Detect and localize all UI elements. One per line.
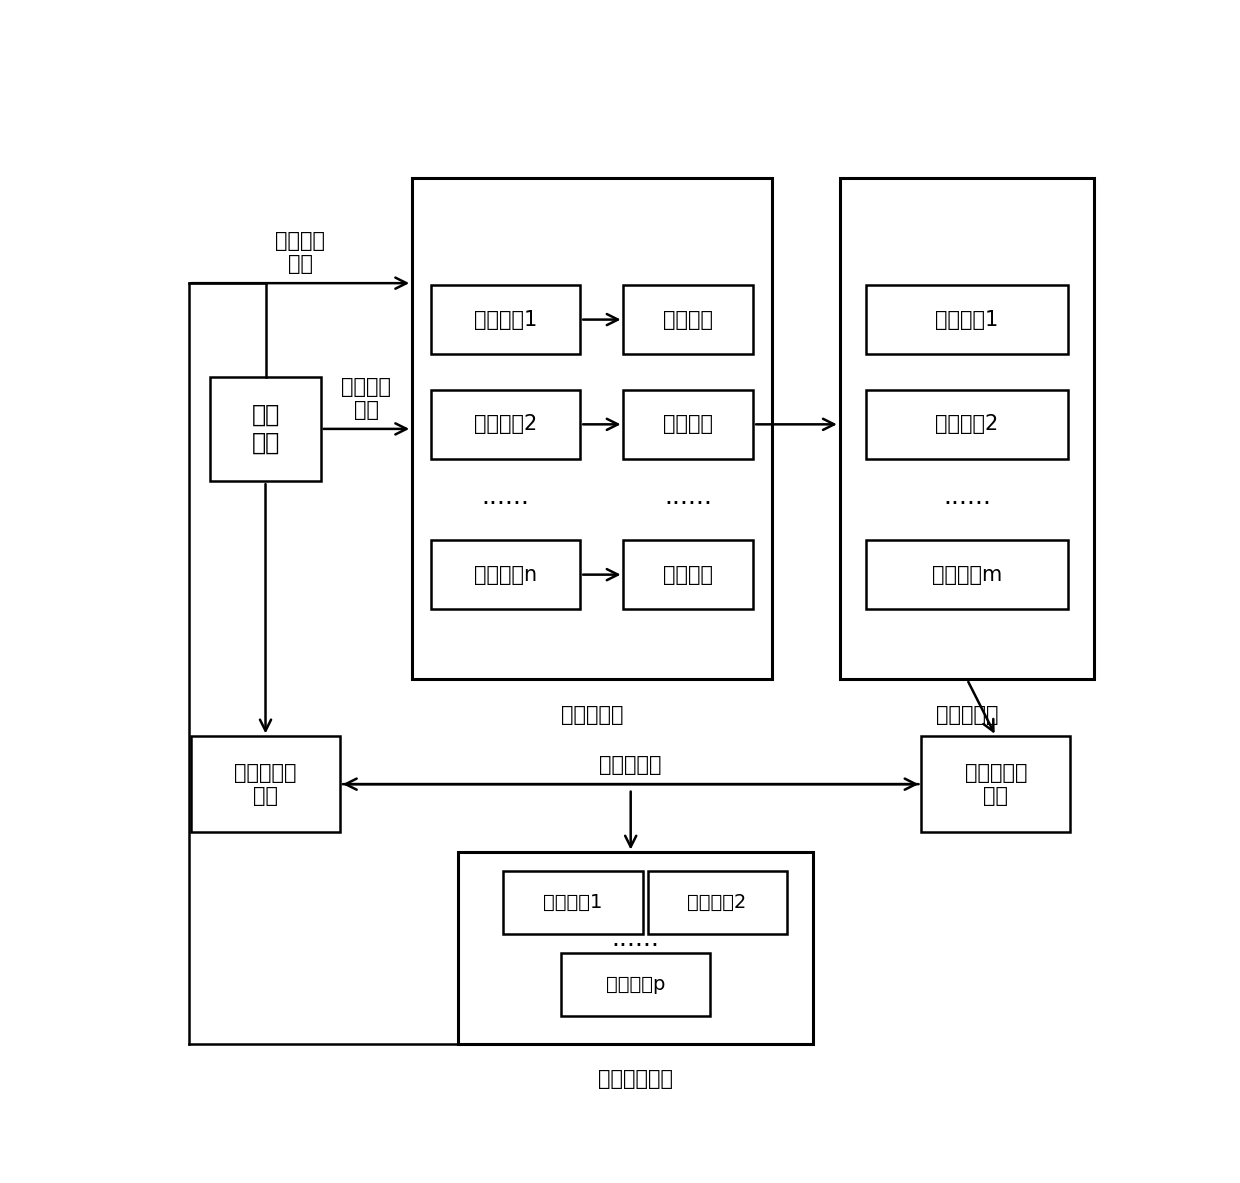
Text: 生成分子集: 生成分子集 bbox=[560, 705, 624, 725]
Bar bbox=[866, 390, 1068, 459]
Text: 形状变化
处理: 形状变化 处理 bbox=[341, 376, 392, 420]
Bar bbox=[503, 871, 642, 935]
Text: 种子
分子: 种子 分子 bbox=[252, 403, 280, 454]
Text: 生成分子1: 生成分子1 bbox=[543, 893, 603, 912]
Bar bbox=[624, 390, 753, 459]
Text: 生成分子2: 生成分子2 bbox=[935, 414, 998, 434]
Text: 活性信息: 活性信息 bbox=[663, 310, 713, 330]
Bar bbox=[191, 736, 340, 832]
Text: 生成分子集: 生成分子集 bbox=[936, 705, 998, 725]
Bar bbox=[458, 853, 813, 1043]
Bar bbox=[866, 285, 1068, 354]
Text: 生成分子1: 生成分子1 bbox=[935, 310, 998, 330]
Text: 新的种子分子: 新的种子分子 bbox=[598, 1069, 673, 1090]
Bar bbox=[560, 952, 711, 1016]
Text: ......: ...... bbox=[611, 927, 660, 951]
Bar bbox=[211, 376, 321, 481]
Text: ......: ...... bbox=[482, 485, 529, 509]
Bar bbox=[839, 179, 1095, 679]
Text: 相似度参数: 相似度参数 bbox=[599, 755, 662, 775]
Bar bbox=[432, 285, 580, 354]
Bar bbox=[624, 541, 753, 609]
Text: 生成分子m: 生成分子m bbox=[932, 564, 1002, 584]
Text: 生成分子2: 生成分子2 bbox=[474, 414, 537, 434]
Text: 第一药效团
特征: 第一药效团 特征 bbox=[965, 763, 1027, 806]
Bar bbox=[921, 736, 1070, 832]
Text: 生成分子p: 生成分子p bbox=[606, 975, 665, 994]
Text: 活性信息: 活性信息 bbox=[663, 564, 713, 584]
Bar bbox=[412, 179, 773, 679]
Bar bbox=[432, 541, 580, 609]
Text: 生成分子1: 生成分子1 bbox=[474, 310, 537, 330]
Text: ......: ...... bbox=[665, 485, 712, 509]
Bar bbox=[866, 541, 1068, 609]
Text: 形状变化
处理: 形状变化 处理 bbox=[275, 231, 325, 274]
Bar bbox=[624, 285, 753, 354]
Text: 第二药效团
特征: 第二药效团 特征 bbox=[234, 763, 296, 806]
Text: ......: ...... bbox=[944, 485, 991, 509]
Text: 活性信息: 活性信息 bbox=[663, 414, 713, 434]
Bar bbox=[432, 390, 580, 459]
Text: 生成分子2: 生成分子2 bbox=[687, 893, 746, 912]
Bar bbox=[647, 871, 787, 935]
Text: 生成分子n: 生成分子n bbox=[474, 564, 537, 584]
